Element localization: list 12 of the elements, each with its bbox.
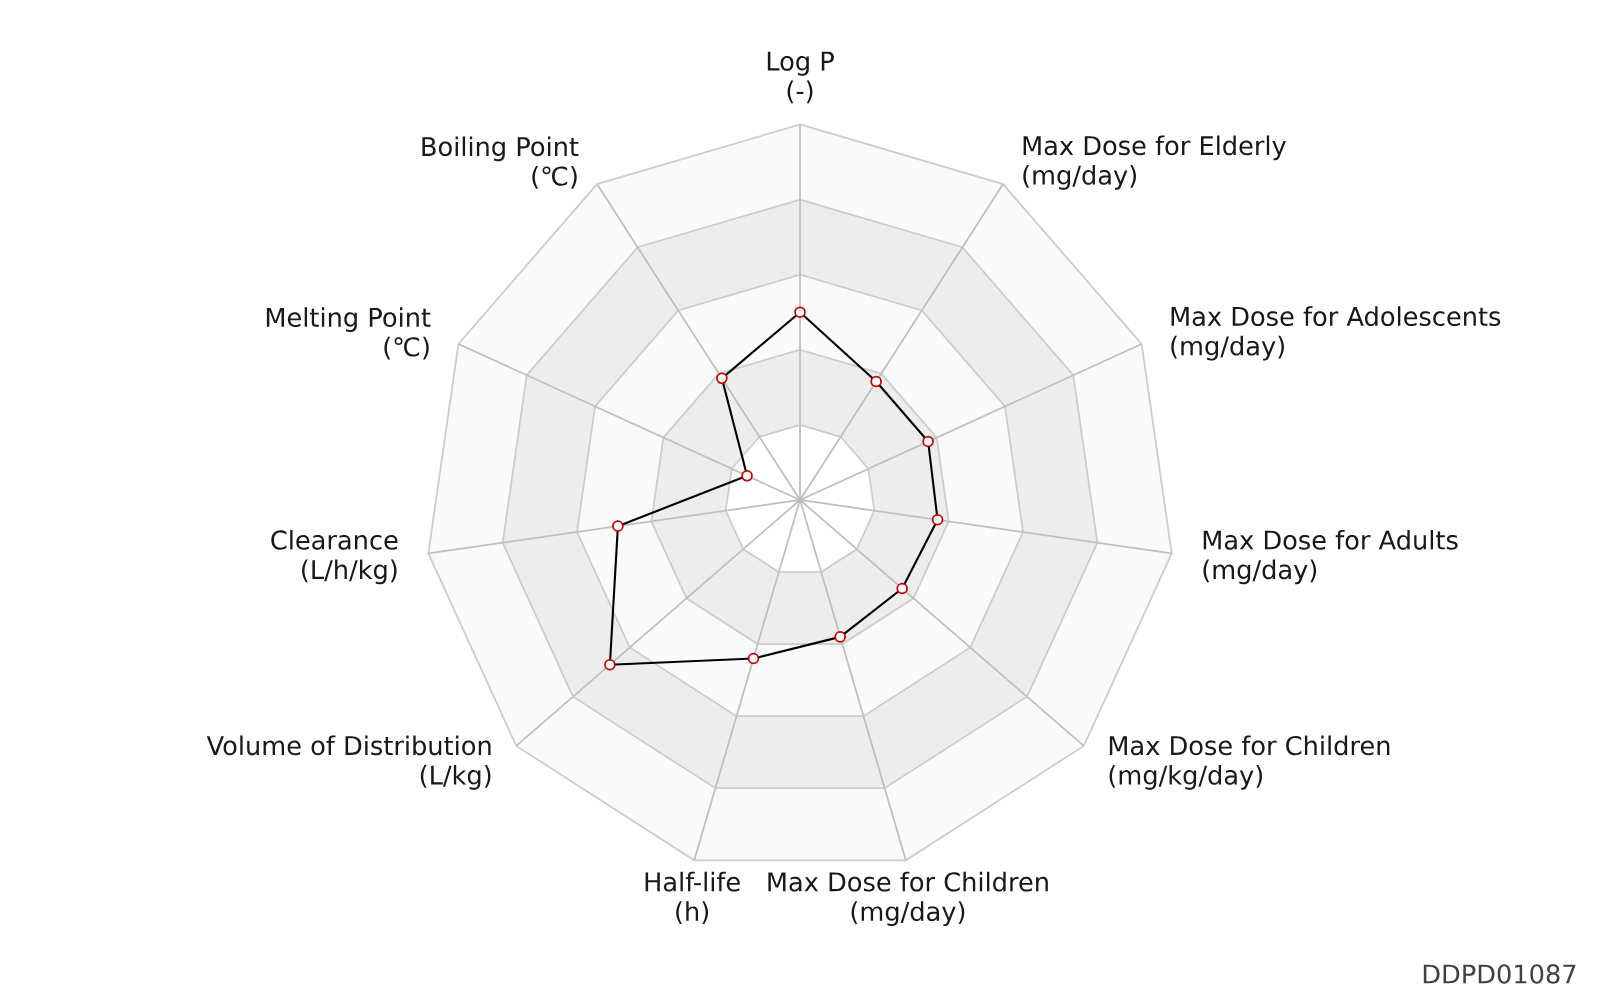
- spoke-label: Volume of Distribution (L/kg): [206, 735, 491, 790]
- text: DDPD01087: [1423, 964, 1576, 984]
- spoke-label: Max Dose for Elderly (mg/day): [1023, 135, 1286, 190]
- spoke-label: Melting Point (℃): [266, 307, 431, 360]
- spoke-label: Boiling Point (℃): [422, 136, 579, 189]
- spoke-label: Log P (-): [767, 51, 834, 104]
- spoke-label: Max Dose for Children (mg/day): [768, 871, 1048, 927]
- spoke-label: Max Dose for Adolescents (mg/day): [1171, 306, 1501, 361]
- spoke-label: Max Dose for Children (mg/kg/day): [1109, 735, 1390, 790]
- spoke-label: Half-life (h): [645, 871, 740, 925]
- spoke-label: Clearance (L/h/kg): [271, 529, 398, 585]
- spoke-label: Max Dose for Adults (mg/day): [1203, 529, 1458, 585]
